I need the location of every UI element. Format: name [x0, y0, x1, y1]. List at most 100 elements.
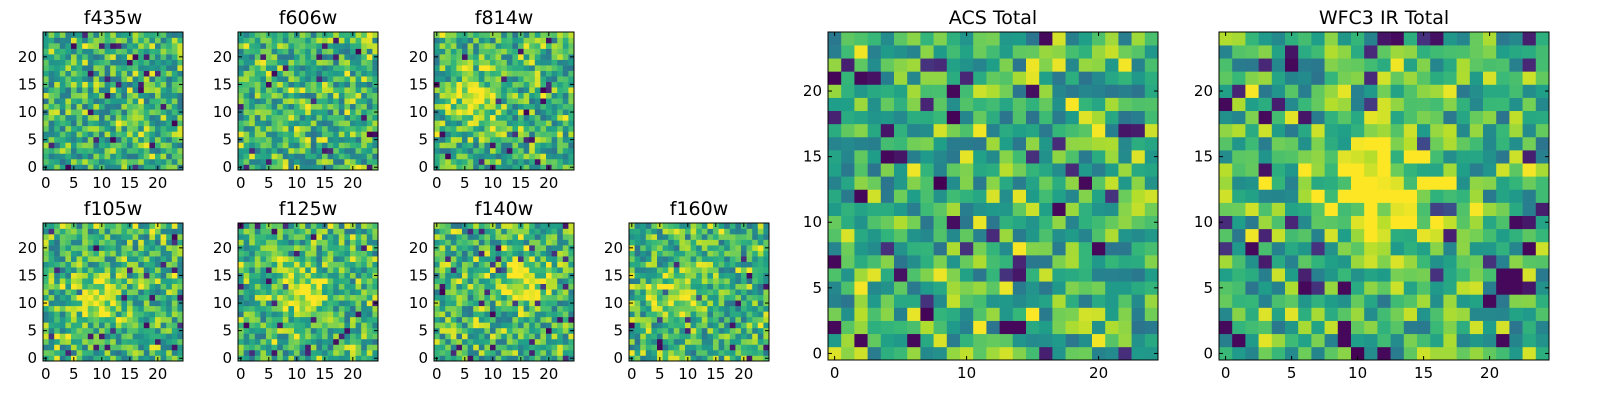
heatmap-cell — [121, 59, 128, 66]
heatmap-cell — [746, 245, 753, 251]
x-tick-label: 10 — [92, 174, 111, 192]
heatmap-cell — [310, 333, 317, 340]
heatmap-cell — [121, 272, 128, 279]
heatmap-cell — [104, 142, 111, 149]
heatmap-cell — [640, 355, 647, 362]
heatmap-cell — [143, 250, 150, 257]
heatmap-cell — [282, 109, 289, 116]
heatmap-cell — [473, 316, 480, 323]
heatmap-cell — [478, 349, 485, 356]
heatmap-cell — [277, 98, 284, 105]
heatmap-cell — [65, 98, 72, 105]
heatmap-cell — [171, 228, 178, 235]
heatmap-cell — [310, 300, 317, 307]
heatmap-cell — [741, 344, 747, 351]
heatmap-cell — [501, 316, 508, 323]
heatmap-cell — [266, 48, 272, 55]
heatmap-cell — [999, 268, 1014, 282]
heatmap-cell — [366, 54, 373, 60]
heatmap-cell — [115, 81, 122, 88]
heatmap-cell — [701, 278, 708, 285]
heatmap-cell — [673, 333, 680, 340]
heatmap-cell — [155, 272, 161, 279]
heatmap-cell — [288, 272, 295, 279]
heatmap-cell — [462, 87, 468, 94]
heatmap-cell — [282, 48, 289, 55]
axes-frame — [237, 31, 379, 171]
heatmap-cell — [434, 43, 440, 49]
heatmap-cell — [143, 32, 150, 38]
heatmap-cell — [546, 333, 552, 340]
heatmap-cell — [171, 311, 178, 318]
heatmap-cell — [266, 349, 272, 356]
heatmap-cell — [260, 153, 267, 160]
heatmap-cell — [76, 311, 83, 318]
heatmap-cell — [439, 250, 446, 257]
heatmap-cell — [249, 355, 256, 362]
heatmap-cell — [104, 92, 111, 99]
heatmap-cell — [763, 289, 770, 296]
heatmap-cell — [880, 176, 895, 190]
heatmap-cell — [138, 48, 145, 55]
heatmap-cell — [59, 311, 66, 318]
heatmap-cell — [316, 338, 323, 345]
heatmap-cell — [707, 278, 714, 285]
heatmap-cell — [266, 256, 272, 262]
heatmap-cell — [473, 114, 480, 121]
heatmap-cell — [260, 32, 267, 38]
heatmap-cell — [59, 300, 66, 307]
heatmap-cell — [456, 256, 463, 262]
heatmap-cell — [679, 278, 686, 285]
heatmap-cell — [718, 322, 725, 329]
heatmap-cell — [562, 327, 569, 334]
x-tick-label: 0 — [432, 365, 442, 383]
heatmap-cell — [640, 272, 647, 279]
heatmap-cell — [512, 59, 519, 66]
heatmap-cell — [355, 300, 362, 307]
heatmap-cell — [110, 153, 117, 160]
heatmap-cell — [568, 87, 575, 94]
heatmap-cell — [657, 338, 663, 345]
heatmap-cell — [696, 349, 703, 356]
heatmap-cell — [149, 65, 156, 71]
heatmap-cell — [65, 228, 72, 235]
heatmap-cell — [540, 289, 547, 296]
heatmap-cell — [696, 294, 703, 301]
heatmap-cell — [294, 131, 300, 138]
heatmap-cell — [254, 327, 261, 334]
heatmap-cell — [1131, 189, 1146, 203]
heatmap-cell — [568, 311, 575, 318]
heatmap-cell — [266, 98, 272, 105]
heatmap-cell — [718, 245, 725, 251]
heatmap-cell — [110, 305, 117, 312]
heatmap-cell — [933, 346, 948, 361]
heatmap-cell — [518, 142, 524, 149]
heatmap-cell — [355, 92, 362, 99]
heatmap-cell — [960, 320, 974, 335]
heatmap-cell — [48, 239, 55, 246]
heatmap-cell — [143, 70, 150, 77]
heatmap-cell — [690, 272, 697, 279]
heatmap-cell — [344, 142, 351, 149]
heatmap-cell — [1092, 215, 1106, 230]
heatmap-cell — [986, 320, 1000, 335]
heatmap-cell — [327, 59, 334, 66]
heatmap-cell — [361, 289, 368, 296]
heatmap-cell — [277, 245, 284, 251]
heatmap-cell — [540, 261, 547, 268]
heatmap-cell — [529, 283, 536, 290]
heatmap-cell — [271, 142, 278, 149]
heatmap-cell — [562, 48, 569, 55]
heatmap-cell — [490, 267, 496, 273]
heatmap-cell — [1105, 320, 1119, 335]
heatmap-cell — [115, 267, 122, 273]
heatmap-cell — [546, 81, 552, 88]
heatmap-cell — [540, 234, 547, 240]
heatmap-cell — [473, 54, 480, 60]
heatmap-cell — [166, 158, 173, 165]
heatmap-cell — [76, 76, 83, 82]
heatmap-cell — [1065, 294, 1080, 308]
heatmap-cell — [478, 228, 485, 235]
heatmap-cell — [132, 48, 139, 55]
heatmap-cell — [127, 338, 133, 345]
